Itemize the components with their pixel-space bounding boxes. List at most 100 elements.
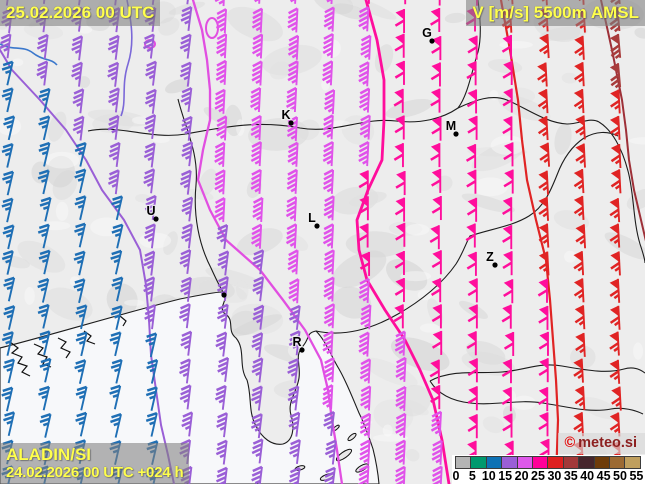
city-markers: G K M U L Z R	[145, 25, 498, 353]
wind-barb	[181, 223, 193, 249]
wind-barb	[323, 249, 335, 275]
wind-barb	[285, 223, 298, 249]
wind-barb	[358, 6, 370, 32]
city-label: M	[446, 119, 456, 133]
wind-barb	[214, 197, 226, 223]
wind-barb	[179, 384, 192, 410]
wind-barb	[179, 169, 192, 195]
wind-barb	[359, 412, 371, 438]
wind-barb	[107, 87, 120, 113]
wind-barb	[287, 7, 299, 33]
wind-barb	[322, 223, 335, 249]
wind-barb	[251, 60, 263, 86]
wind-barb	[503, 169, 514, 194]
wind-barb	[75, 331, 88, 357]
wind-barb	[217, 356, 229, 382]
wind-barb	[180, 330, 193, 356]
wind-barb	[39, 357, 52, 383]
wind-barb	[502, 413, 513, 438]
wind-barb	[143, 276, 155, 302]
city-marker: G	[421, 25, 435, 44]
wind-barb	[467, 278, 478, 303]
wind-barb	[214, 141, 226, 167]
wind-barb	[252, 196, 264, 222]
wind-barb	[323, 303, 335, 329]
wind-barb	[538, 170, 549, 195]
wind-barb	[429, 359, 440, 384]
wind-barb	[109, 384, 122, 410]
wind-barb	[573, 412, 584, 437]
wind-barb	[287, 385, 300, 411]
wind-barb	[107, 169, 120, 195]
wind-barb	[394, 278, 405, 303]
wind-barb	[326, 0, 334, 5]
wind-barb	[214, 88, 226, 114]
wind-barb	[72, 115, 85, 141]
wind-barb	[3, 276, 16, 302]
wind-barb	[358, 464, 370, 484]
wind-barb	[38, 249, 51, 275]
city-marker: U	[145, 203, 159, 222]
wind-barb	[501, 359, 512, 384]
wind-barb	[3, 411, 16, 437]
wind-barb	[394, 250, 405, 275]
wind-barb	[215, 331, 228, 357]
wind-speed-legend: 0 5 10 15 20 25 30 35 40 45 50 55	[452, 455, 645, 484]
wind-barb	[359, 251, 371, 276]
wind-barb	[574, 305, 586, 330]
wind-barb	[111, 276, 124, 302]
wind-barb	[110, 305, 123, 331]
wind-barb	[324, 439, 337, 465]
wind-barb	[575, 224, 587, 249]
wind-barb	[254, 0, 262, 4]
wind-barb	[537, 278, 548, 303]
legend-tick: 5	[468, 469, 476, 483]
wind-barb	[393, 143, 404, 168]
wind-barb	[322, 168, 335, 194]
wind-barb	[214, 0, 226, 7]
wind-barb	[217, 250, 230, 276]
wind-barb	[539, 34, 550, 59]
wind-barb	[502, 116, 513, 141]
wind-barb	[2, 224, 15, 250]
wind-barb	[251, 438, 264, 464]
wind-barb	[38, 330, 51, 356]
wind-barb	[395, 385, 407, 411]
wind-barb	[74, 141, 87, 167]
wind-barb	[467, 386, 478, 411]
lagoon-detail	[9, 315, 127, 377]
legend-color-cell	[593, 456, 610, 469]
wind-barb	[285, 86, 298, 113]
wind-barb	[393, 304, 404, 329]
wind-barb	[323, 357, 335, 383]
wind-barb	[288, 304, 301, 330]
wind-barb	[251, 33, 264, 59]
wind-barb	[394, 115, 405, 140]
wind-barb	[502, 225, 513, 250]
wind-barbs	[0, 0, 622, 484]
model-name: ALADIN/SI	[6, 445, 91, 464]
wind-barb	[1, 331, 14, 356]
wind-barb	[537, 116, 549, 141]
wind-barb	[108, 141, 121, 167]
wind-barb	[429, 225, 440, 250]
wind-barb	[358, 87, 371, 113]
wind-barb	[501, 304, 512, 329]
wind-barb	[538, 412, 549, 437]
wind-barb	[430, 385, 441, 410]
wind-barb	[574, 35, 585, 60]
wind-barb	[252, 249, 265, 275]
legend-tick: 35	[563, 469, 578, 483]
wind-barb	[323, 276, 335, 302]
attribution-link[interactable]: © meteo.si	[558, 433, 645, 454]
wind-barb	[216, 115, 228, 141]
wind-barb	[74, 359, 87, 384]
wind-barb	[145, 386, 158, 411]
wind-barb	[323, 195, 335, 221]
legend-tick: 0	[452, 469, 460, 483]
wind-barb	[395, 222, 406, 247]
wind-barb	[36, 33, 49, 59]
wind-barb	[610, 169, 622, 194]
island	[335, 448, 353, 462]
